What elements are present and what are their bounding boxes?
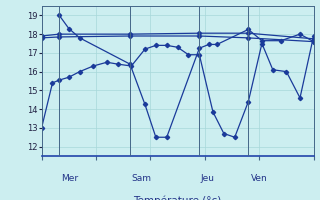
Text: Mer: Mer <box>61 174 78 183</box>
Text: Température (°c): Température (°c) <box>133 195 222 200</box>
Text: Sam: Sam <box>132 174 151 183</box>
Text: Ven: Ven <box>251 174 268 183</box>
Text: Jeu: Jeu <box>201 174 215 183</box>
